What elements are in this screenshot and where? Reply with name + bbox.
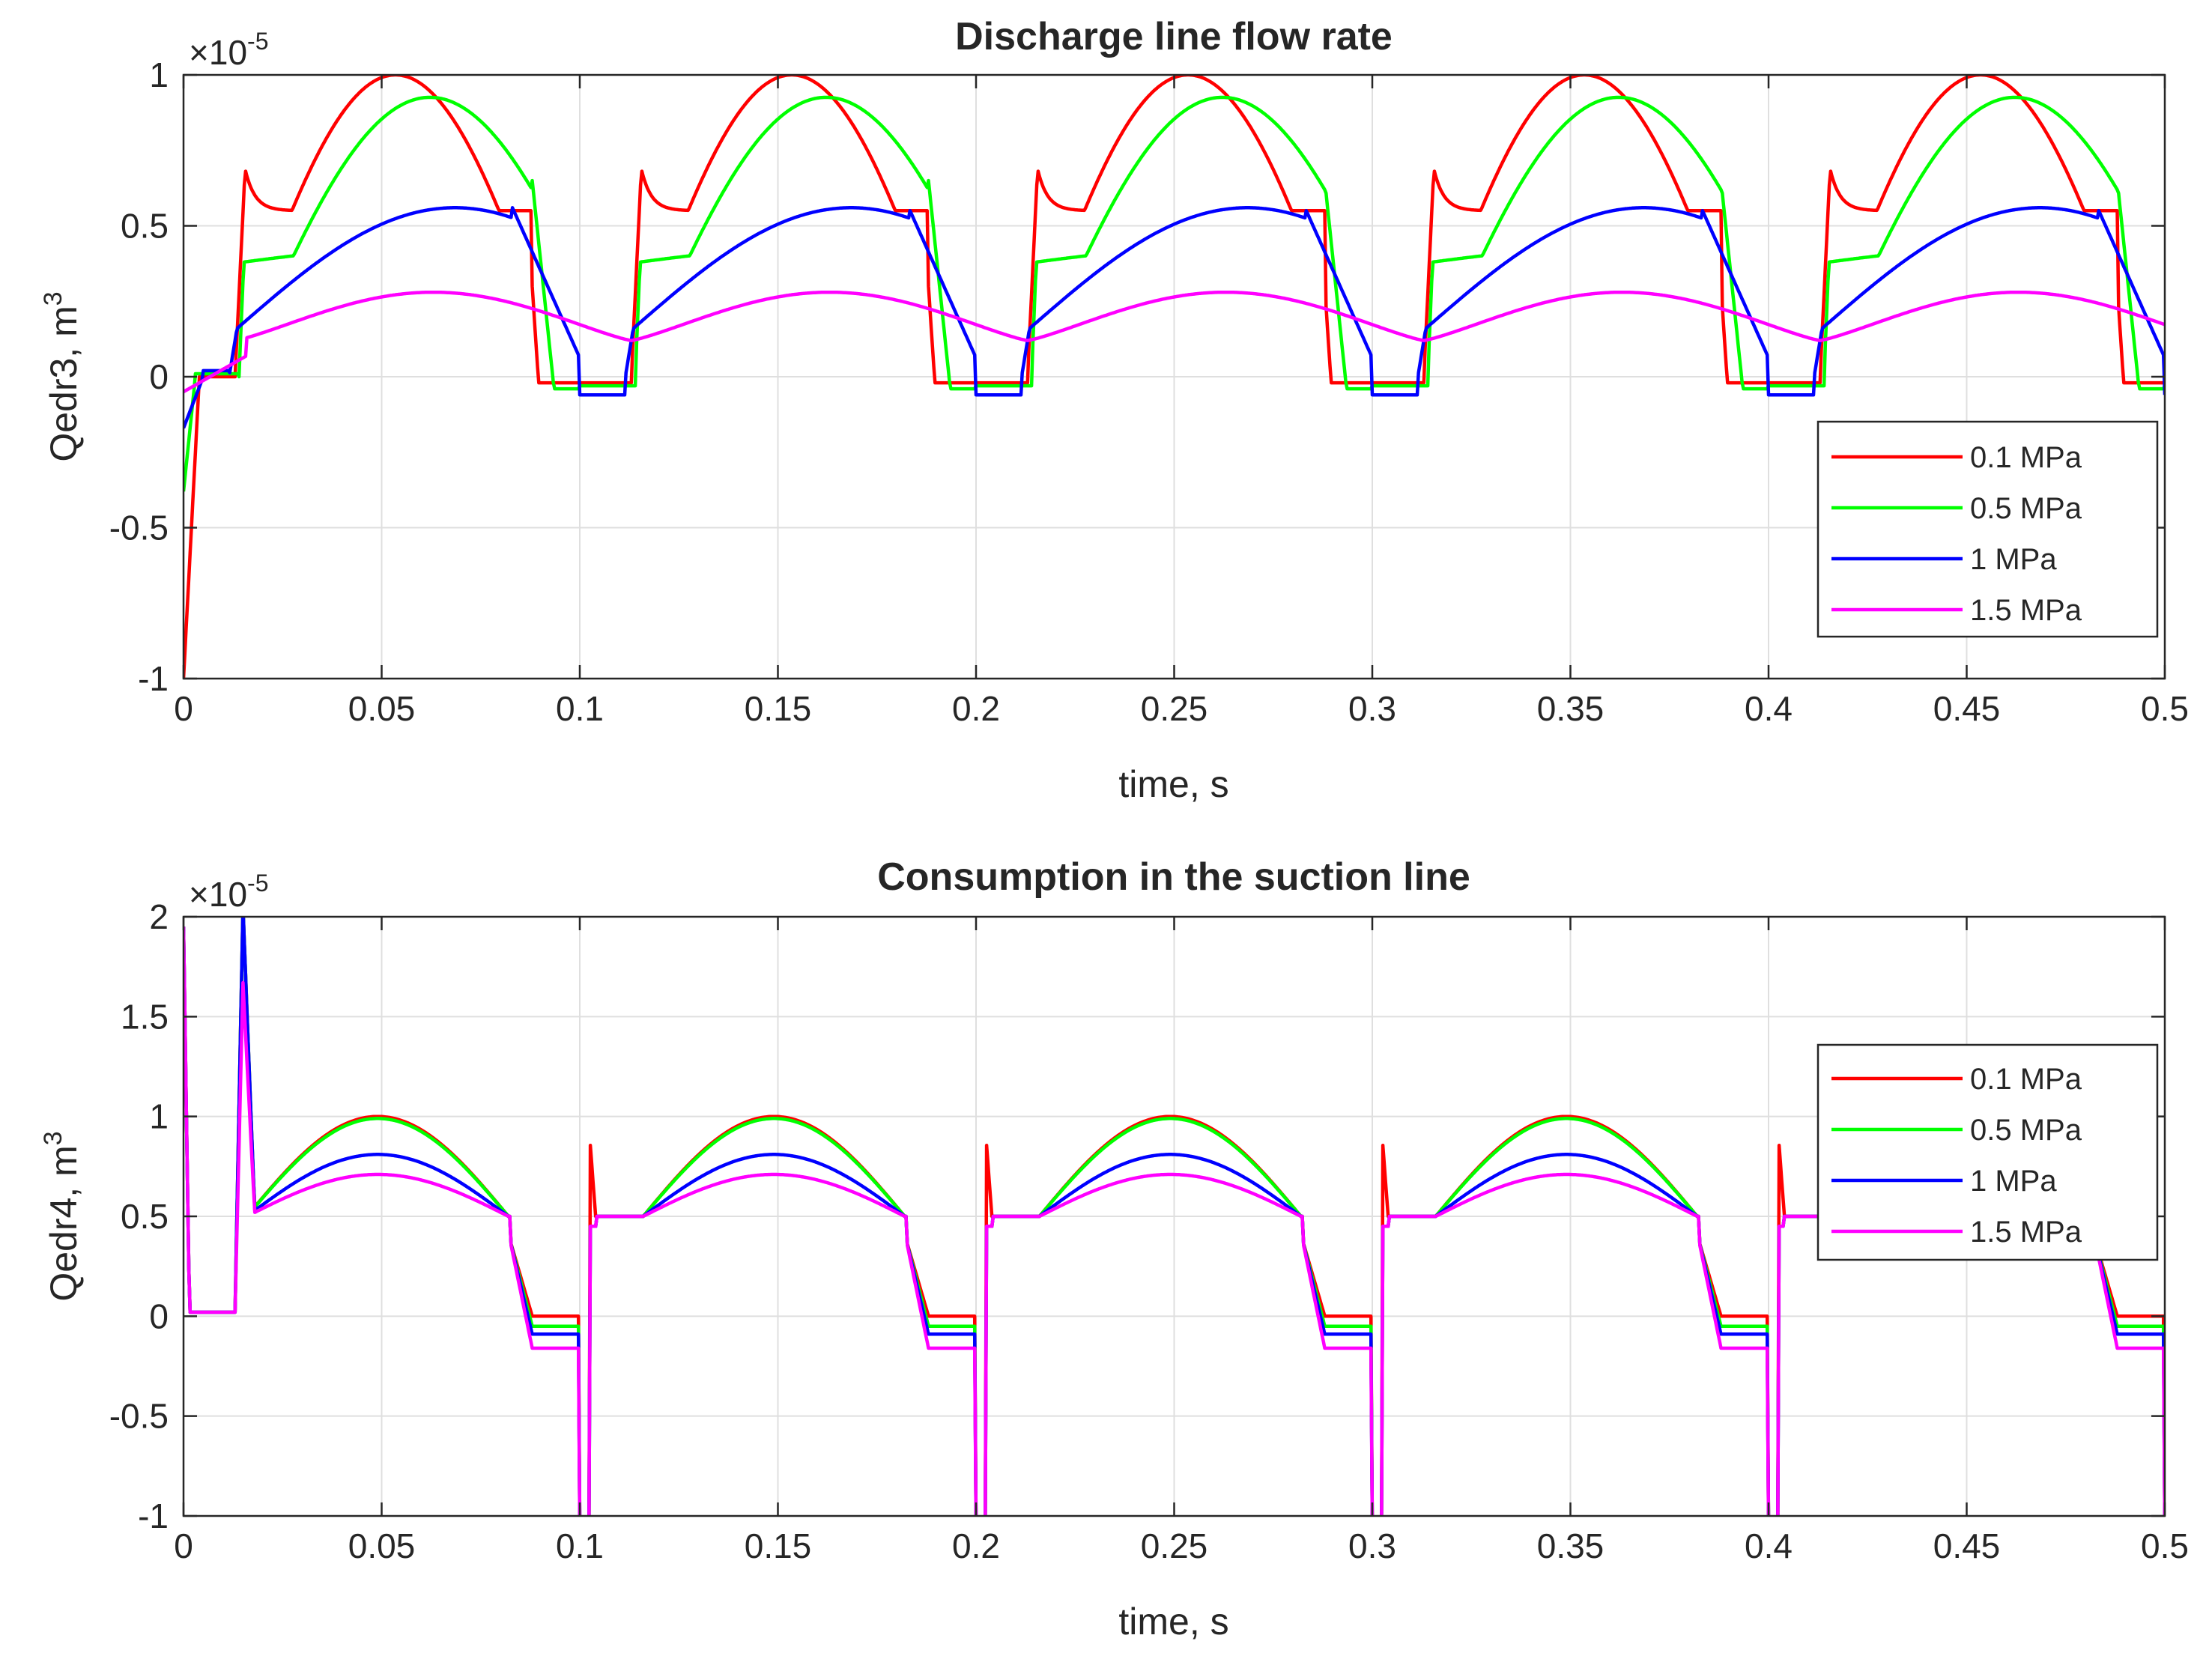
x-tick-label: 0 [174, 689, 193, 728]
x-tick-label: 0 [174, 1526, 193, 1565]
series-line-1.5-mpa [184, 290, 2165, 394]
x-tick-label: 0.15 [745, 689, 812, 728]
x-tick-label: 0.45 [1933, 689, 2001, 728]
y-axis-label-text: Qedr4, m [43, 1145, 85, 1301]
x-tick-label: 0.2 [952, 689, 1000, 728]
x-axis-label: time, s [1118, 1601, 1228, 1643]
x-tick-label: 0.5 [2141, 1526, 2189, 1565]
chart-consumption-in-the-suction-line: 0 0.05 0.1 0.15 0.2 0.25 0.3 0.35 0.4 0.45 0.5 -1 -0… [39, 855, 2189, 1643]
x-axis-label: time, s [1118, 763, 1228, 805]
series-line-0.5-mpa [184, 95, 2165, 492]
legend: 0.1 MPa 0.5 MPa 1 MPa 1.5 MPa [1816, 1043, 2159, 1261]
x-tick-label: 0.05 [348, 689, 416, 728]
x-tick-label: 0.1 [556, 1526, 604, 1565]
x-tick-label: 0.25 [1141, 1526, 1208, 1565]
x-tick-label: 0.05 [348, 1526, 416, 1565]
tick-layer: 0 0.05 0.1 0.15 0.2 0.25 0.3 0.35 0.4 0.45 0.5 -1 -0… [109, 55, 2189, 728]
x-tick-label: 0.35 [1537, 1526, 1605, 1565]
x-tick-label: 0.15 [745, 1526, 812, 1565]
legend-label-0.5mpa: 0.5 MPa [1970, 492, 2082, 525]
legend: 0.1 MPa 0.5 MPa 1 MPa 1.5 MPa [1816, 420, 2159, 638]
y-axis-exponent: ×10-5 [189, 28, 268, 72]
y-tick-label: -1 [138, 659, 169, 698]
tick-layer: 0 0.05 0.1 0.15 0.2 0.25 0.3 0.35 0.4 0.45 0.5 -1 -0… [109, 897, 2189, 1565]
y-axis-label-superscript: 3 [39, 291, 67, 306]
x-tick-label: 0.3 [1348, 689, 1396, 728]
legend-label-0.1mpa: 0.1 MPa [1970, 1063, 2082, 1096]
legend-label-0.5mpa: 0.5 MPa [1970, 1114, 2082, 1147]
chart-title: Discharge line flow rate [955, 15, 1393, 58]
legend-label-1.5mpa: 1.5 MPa [1970, 1216, 2082, 1249]
y-tick-label: 1 [149, 55, 169, 94]
y-axis-exponent: ×10-5 [189, 870, 268, 914]
series-line-1-mpa [184, 206, 2165, 429]
x-tick-label: 0.4 [1745, 689, 1793, 728]
y-tick-label: 0.5 [121, 1197, 169, 1236]
y-tick-label: -1 [138, 1496, 169, 1535]
x-tick-label: 0.35 [1537, 689, 1605, 728]
y-tick-label: 1.5 [121, 997, 169, 1036]
x-tick-label: 0.1 [556, 689, 604, 728]
y-tick-label: 0 [149, 357, 169, 396]
legend-label-1mpa: 1 MPa [1970, 543, 2057, 576]
legend-label-1.5mpa: 1.5 MPa [1970, 594, 2082, 627]
x-tick-label: 0.25 [1141, 689, 1208, 728]
legend-label-0.1mpa: 0.1 MPa [1970, 441, 2082, 474]
x-tick-label: 0.3 [1348, 1526, 1396, 1565]
y-tick-label: -0.5 [109, 509, 169, 548]
y-exponent-base: ×10 [189, 33, 247, 72]
y-tick-label: 0 [149, 1296, 169, 1335]
y-axis-label-superscript: 3 [39, 1131, 67, 1145]
y-tick-label: 1 [149, 1097, 169, 1136]
y-tick-label: -0.5 [109, 1397, 169, 1436]
x-tick-label: 0.5 [2141, 689, 2189, 728]
y-exponent-power: -5 [247, 28, 268, 55]
legend-label-1mpa: 1 MPa [1970, 1165, 2057, 1198]
chart-title: Consumption in the suction line [877, 855, 1470, 899]
y-tick-label: 2 [149, 897, 169, 936]
y-exponent-base: ×10 [189, 875, 247, 914]
x-tick-label: 0.4 [1745, 1526, 1793, 1565]
y-tick-label: 0.5 [121, 207, 169, 246]
chart-discharge-line-flow-rate: 0 0.05 0.1 0.15 0.2 0.25 0.3 0.35 0.4 0.45 0.5 -1 -0… [39, 15, 2189, 805]
x-tick-label: 0.2 [952, 1526, 1000, 1565]
y-exponent-power: -5 [247, 870, 268, 897]
x-tick-label: 0.45 [1933, 1526, 2001, 1565]
y-axis-label: Qedr3, m3 [39, 291, 85, 461]
legend-box [1816, 1043, 2159, 1261]
y-axis-label-text: Qedr3, m [43, 306, 85, 461]
y-axis-label: Qedr4, m3 [39, 1131, 85, 1301]
